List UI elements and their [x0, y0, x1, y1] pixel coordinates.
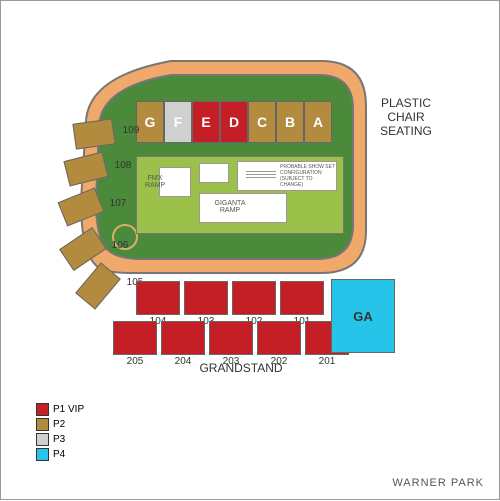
section-103[interactable]	[184, 281, 228, 315]
legend-p4: P4	[36, 448, 84, 461]
section-E[interactable]: E	[192, 101, 220, 143]
venue-name: WARNER PARK	[392, 477, 484, 489]
section-B[interactable]: B	[276, 101, 304, 143]
legend-p1-vip: P1 VIP	[36, 403, 84, 416]
grandstand-label: GRANDSTAND	[161, 361, 321, 375]
legend-label: P3	[53, 434, 65, 445]
section-D[interactable]: D	[220, 101, 248, 143]
legend-p3: P3	[36, 433, 84, 446]
section-101[interactable]	[280, 281, 324, 315]
section-F[interactable]: F	[164, 101, 192, 143]
section-104[interactable]	[136, 281, 180, 315]
section-202[interactable]	[257, 321, 301, 355]
legend: P1 VIP P2 P3 P4	[36, 401, 84, 463]
upper-label: PLASTIC CHAIR SEATING	[371, 96, 441, 138]
section-A[interactable]: A	[304, 101, 332, 143]
section-109[interactable]	[72, 118, 115, 149]
config-label: PROBABLE SHOW SET CONFIGURATION (SUBJECT…	[280, 164, 336, 188]
fmx-label: FMX RAMP	[145, 175, 165, 189]
legend-swatch	[36, 418, 49, 431]
legend-swatch	[36, 448, 49, 461]
section-ga[interactable]: GA	[331, 279, 395, 353]
legend-swatch	[36, 433, 49, 446]
stage-box-3: PROBABLE SHOW SET CONFIGURATION (SUBJECT…	[237, 161, 337, 191]
section-G[interactable]: G	[136, 101, 164, 143]
seating-chart: FMX RAMP PROBABLE SHOW SET CONFIGURATION…	[0, 0, 500, 500]
section-205[interactable]	[113, 321, 157, 355]
label-106: 106	[107, 240, 133, 251]
legend-p2: P2	[36, 418, 84, 431]
label-205: 205	[113, 356, 157, 367]
label-108: 108	[110, 160, 136, 171]
legend-swatch	[36, 403, 49, 416]
label-109: 109	[118, 125, 144, 136]
section-102[interactable]	[232, 281, 276, 315]
section-204[interactable]	[161, 321, 205, 355]
legend-label: P1 VIP	[53, 404, 84, 415]
section-203[interactable]	[209, 321, 253, 355]
legend-label: P4	[53, 449, 65, 460]
giganta-box: GIGANTA RAMP	[199, 193, 287, 223]
section-C[interactable]: C	[248, 101, 276, 143]
stage-box-2	[199, 163, 229, 183]
giganta-label: GIGANTA RAMP	[204, 200, 256, 214]
stage-platform: FMX RAMP PROBABLE SHOW SET CONFIGURATION…	[136, 156, 344, 234]
legend-label: P2	[53, 419, 65, 430]
label-107: 107	[105, 198, 131, 209]
